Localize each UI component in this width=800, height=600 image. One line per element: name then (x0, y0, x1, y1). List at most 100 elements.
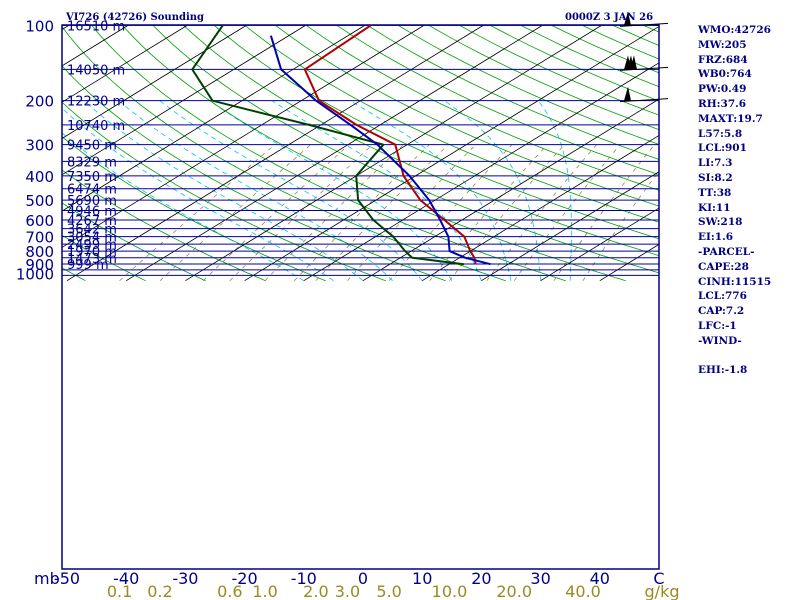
index-item: PW:0.49 (698, 83, 747, 96)
moist-adiabat (62, 107, 334, 282)
isotherm (62, 25, 188, 103)
dry-adiabat (0, 25, 26, 280)
height-label: 1473 m (67, 252, 117, 267)
temperature-tick-label: -50 (54, 569, 80, 588)
isotherm (540, 207, 659, 282)
index-item: LCL:901 (698, 142, 747, 155)
height-label: 4267 m (67, 214, 117, 229)
dry-adiabat (62, 101, 386, 282)
temperature-tick-label: 20 (471, 569, 491, 588)
dry-adiabat (398, 25, 659, 145)
mixing-ratio-line (119, 144, 275, 281)
height-label: 4946 m (67, 204, 117, 219)
index-item: CINH:11515 (698, 275, 772, 288)
temperature-tick-label: -40 (113, 569, 139, 588)
station-title: VI726 (42726) Sounding (65, 12, 204, 23)
mixing-ratio-label: 20.0 (496, 582, 532, 600)
dry-adiabat (428, 25, 659, 131)
isotherm (62, 25, 247, 139)
index-item: RH:37.6 (698, 97, 747, 110)
dry-adiabat (183, 25, 659, 257)
height-label: 2499 m (67, 238, 117, 253)
dry-adiabat (152, 25, 659, 274)
isotherm-lines (0, 25, 659, 282)
isotherm (125, 25, 543, 282)
pressure-tick-label: 700 (25, 229, 54, 247)
index-item: SI:8.2 (698, 171, 733, 184)
index-item: FRZ:684 (698, 53, 748, 66)
mixing-ratio-label: 0.1 (107, 582, 132, 600)
height-label: 10740 m (67, 119, 125, 134)
mixing-ratio-label: 3.0 (335, 582, 360, 600)
sounding-time: 0000Z 3 JAN 26 (565, 12, 653, 23)
temperature-tick-label: 10 (412, 569, 432, 588)
parcel-profile-line (269, 35, 491, 266)
mixing-ratio-label: 10.0 (432, 582, 468, 600)
index-item: MAXT:19.7 (698, 112, 763, 125)
mixing-ratio-line (315, 144, 449, 281)
mixing-ratio-label: 0.2 (147, 582, 172, 600)
isotherm (62, 25, 365, 212)
isotherm (421, 134, 659, 282)
pressure-tick-label: 200 (25, 93, 54, 111)
isotherm (303, 62, 659, 282)
height-label: 9450 m (67, 139, 117, 154)
wind-barbs (619, 11, 669, 103)
moist-adiabat (209, 100, 453, 281)
dry-adiabat (62, 136, 326, 282)
height-label: 16510 m (67, 19, 125, 34)
mixing-ratio-label: 40.0 (565, 582, 601, 600)
isobar-lines (62, 24, 659, 276)
mixing-ratio-line (264, 144, 404, 281)
dry-adiabat (62, 169, 266, 282)
frame-border (61, 24, 660, 570)
index-item: KI:11 (698, 201, 731, 214)
dry-adiabat (275, 25, 659, 207)
isotherm (0, 25, 10, 280)
height-label: 5690 m (67, 194, 117, 209)
temperature-tick-label: 30 (530, 569, 550, 588)
moist-adiabat (349, 100, 512, 281)
index-item: TT:38 (698, 186, 732, 199)
temperature-tick-label: 40 (590, 569, 610, 588)
stability-indices-panel: WMO:42726 MW:205 FRZ:684 WB0:764 PW:0.49 RH:3… (698, 23, 771, 378)
mixing-ratio-label: 1.0 (252, 582, 277, 600)
index-item: SW:218 (698, 216, 743, 229)
index-item: EHI:-1.8 (698, 364, 748, 377)
pressure-tick-label: 400 (25, 168, 54, 186)
pressure-tick-label: 500 (25, 192, 54, 210)
mixing-ratio-line (429, 144, 548, 281)
wind-barb (619, 86, 669, 103)
isotherm (244, 25, 659, 282)
moist-adiabat (443, 100, 541, 281)
isotherm (362, 98, 659, 282)
sounding-series (191, 25, 491, 266)
pressure-tick-label: 800 (25, 243, 54, 261)
index-item: LI:7.3 (698, 157, 733, 170)
index-item: MW:205 (698, 38, 747, 51)
temperature-tick-label: -20 (232, 569, 258, 588)
temperature-tick-label: C (653, 569, 664, 588)
temperature-tick-label: -10 (291, 569, 317, 588)
moist-adiabat (83, 100, 364, 282)
height-label: 1970 m (67, 245, 117, 260)
index-item: -PARCEL- (698, 245, 755, 258)
dry-adiabat (336, 25, 659, 176)
x-axis-unit-label: mb (34, 569, 60, 588)
index-item: LCL:776 (698, 290, 747, 303)
dewpoint-profile-line (191, 25, 465, 266)
height-label: 999 m (67, 258, 109, 273)
isotherm (62, 25, 425, 248)
pressure-tick-label: 900 (25, 256, 54, 274)
pressure-tick-label: 100 (25, 17, 54, 35)
dry-adiabat (62, 65, 446, 282)
mixing-ratio-line (347, 144, 476, 281)
mixing-ratio-line (294, 144, 430, 281)
plot-frame (61, 24, 660, 570)
mixing-ratio-line (388, 144, 513, 281)
mixing-ratio-unit-label: g/kg (645, 582, 680, 600)
dry-adiabat (62, 234, 146, 282)
mixing-ratio-line (582, 170, 659, 281)
mixing-ratio-lines (119, 144, 659, 281)
